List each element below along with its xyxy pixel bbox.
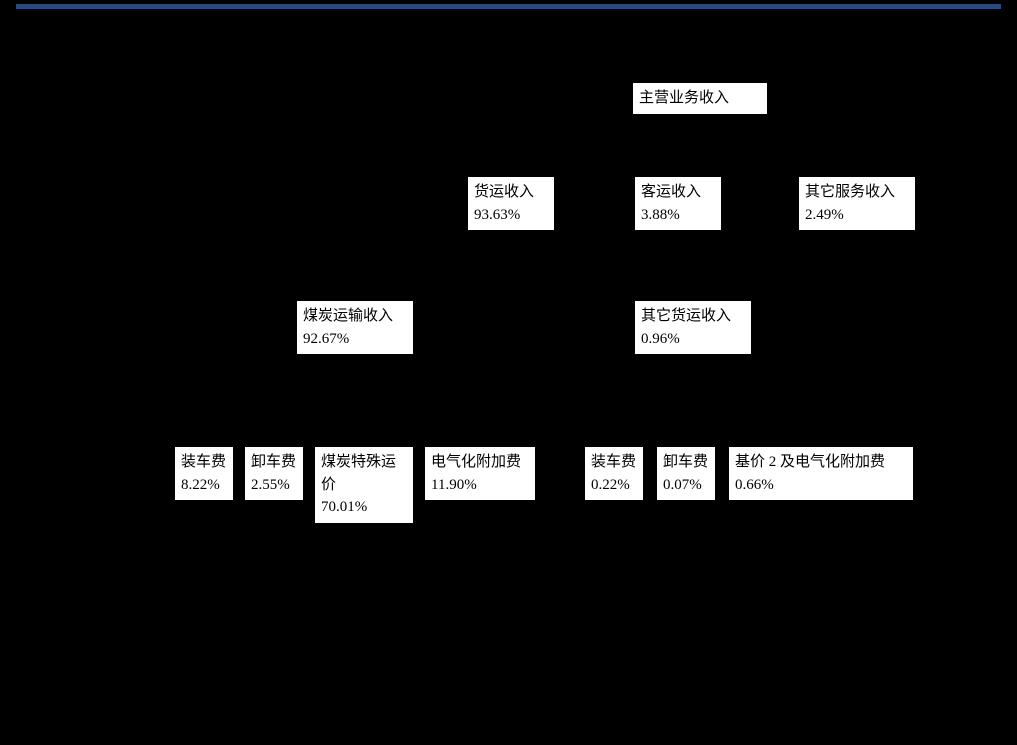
node-label: 卸车费 — [663, 451, 709, 474]
tree-node-coal_load: 装车费8.22% — [174, 446, 234, 501]
node-label: 客运收入 — [641, 181, 715, 204]
node-value: 2.55% — [251, 474, 297, 497]
node-value: 11.90% — [431, 474, 529, 497]
tree-node-other_unload: 卸车费0.07% — [656, 446, 716, 501]
tree-connectors — [0, 0, 1017, 745]
tree-node-coal_special: 煤炭特殊运价70.01% — [314, 446, 414, 524]
node-value: 92.67% — [303, 328, 407, 351]
node-label: 其它服务收入 — [805, 181, 909, 204]
node-label: 煤炭特殊运价 — [321, 451, 407, 496]
tree-node-other_load: 装车费0.22% — [584, 446, 644, 501]
node-value: 0.22% — [591, 474, 637, 497]
tree-node-other_freight: 其它货运收入0.96% — [634, 300, 752, 355]
node-value: 2.49% — [805, 204, 909, 227]
tree-node-passenger: 客运收入3.88% — [634, 176, 722, 231]
node-label: 装车费 — [181, 451, 227, 474]
node-value: 0.96% — [641, 328, 745, 351]
node-label: 货运收入 — [474, 181, 548, 204]
node-value: 8.22% — [181, 474, 227, 497]
header-bar — [16, 4, 1001, 9]
node-label: 基价 2 及电气化附加费 — [735, 451, 907, 474]
node-value: 93.63% — [474, 204, 548, 227]
tree-node-other_base: 基价 2 及电气化附加费0.66% — [728, 446, 914, 501]
tree-node-coal_elec: 电气化附加费11.90% — [424, 446, 536, 501]
tree-node-root: 主营业务收入 — [632, 82, 768, 115]
node-value: 70.01% — [321, 496, 407, 519]
tree-node-coal: 煤炭运输收入92.67% — [296, 300, 414, 355]
node-value: 0.07% — [663, 474, 709, 497]
node-label: 电气化附加费 — [431, 451, 529, 474]
node-value: 0.66% — [735, 474, 907, 497]
tree-node-coal_unload: 卸车费2.55% — [244, 446, 304, 501]
tree-node-freight: 货运收入93.63% — [467, 176, 555, 231]
node-label: 卸车费 — [251, 451, 297, 474]
node-label: 主营业务收入 — [639, 87, 761, 110]
node-value: 3.88% — [641, 204, 715, 227]
node-label: 煤炭运输收入 — [303, 305, 407, 328]
node-label: 装车费 — [591, 451, 637, 474]
tree-node-other_service: 其它服务收入2.49% — [798, 176, 916, 231]
node-label: 其它货运收入 — [641, 305, 745, 328]
